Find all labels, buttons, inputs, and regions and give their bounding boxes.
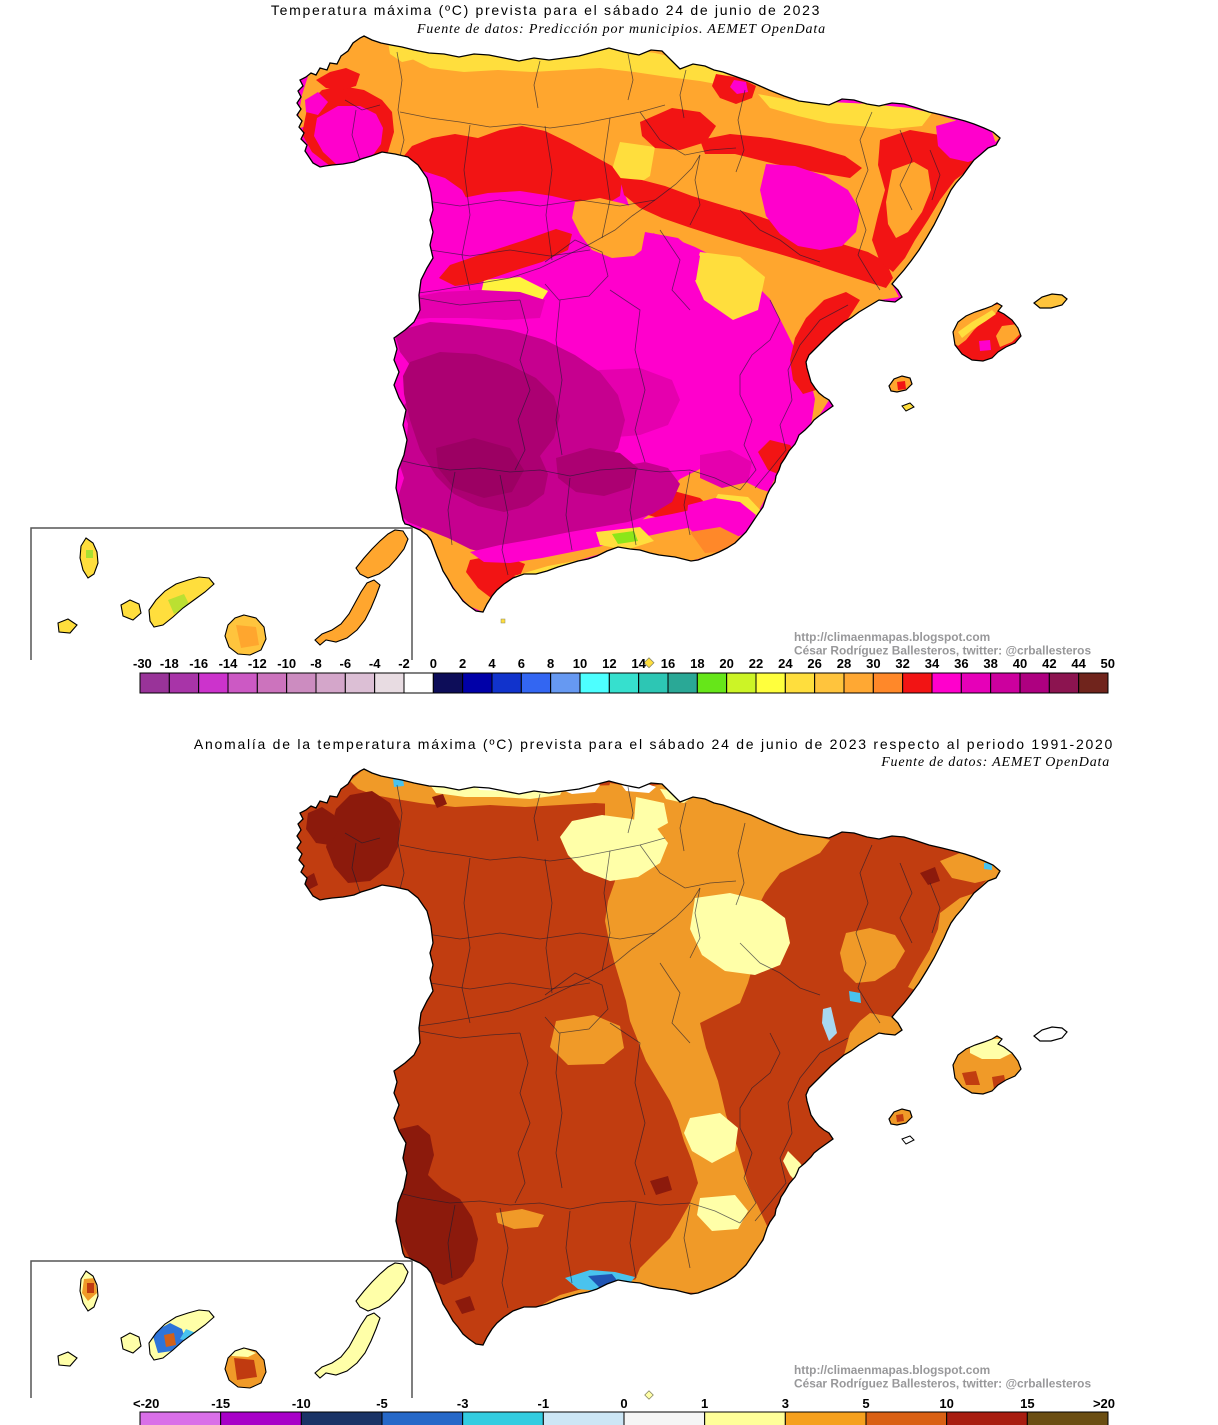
svg-text:-30: -30 bbox=[133, 656, 152, 671]
svg-text:Temperatura máxima (ºC) previs: Temperatura máxima (ºC) prevista para el… bbox=[271, 2, 821, 18]
svg-text:-12: -12 bbox=[248, 656, 267, 671]
svg-text:36: 36 bbox=[954, 656, 968, 671]
svg-text:>20: >20 bbox=[1093, 1396, 1115, 1411]
svg-text:<-20: <-20 bbox=[133, 1396, 159, 1411]
svg-text:Fuente de datos: Predicción po: Fuente de datos: Predicción por municipi… bbox=[416, 22, 826, 37]
svg-text:38: 38 bbox=[983, 656, 997, 671]
svg-text:-8: -8 bbox=[310, 656, 322, 671]
svg-text:40: 40 bbox=[1013, 656, 1027, 671]
svg-text:1: 1 bbox=[701, 1396, 708, 1411]
svg-text:50: 50 bbox=[1101, 656, 1115, 671]
svg-text:-4: -4 bbox=[369, 656, 381, 671]
svg-text:http://climaenmapas.blogspot.c: http://climaenmapas.blogspot.com bbox=[794, 630, 990, 644]
svg-text:-15: -15 bbox=[211, 1396, 230, 1411]
svg-text:15: 15 bbox=[1020, 1396, 1034, 1411]
svg-text:30: 30 bbox=[866, 656, 880, 671]
svg-text:0: 0 bbox=[430, 656, 437, 671]
svg-text:16: 16 bbox=[661, 656, 675, 671]
svg-text:-16: -16 bbox=[189, 656, 208, 671]
svg-text:6: 6 bbox=[518, 656, 525, 671]
svg-text:44: 44 bbox=[1071, 656, 1086, 671]
svg-text:-14: -14 bbox=[219, 656, 239, 671]
svg-text:20: 20 bbox=[719, 656, 733, 671]
svg-text:22: 22 bbox=[749, 656, 763, 671]
svg-text:-6: -6 bbox=[340, 656, 352, 671]
svg-text:10: 10 bbox=[939, 1396, 953, 1411]
svg-text:Fuente de datos: AEMET OpenDat: Fuente de datos: AEMET OpenData bbox=[880, 755, 1110, 770]
svg-text:César Rodríguez Ballesteros, t: César Rodríguez Ballesteros, twitter: @c… bbox=[794, 644, 1091, 658]
svg-text:-10: -10 bbox=[292, 1396, 311, 1411]
svg-text:42: 42 bbox=[1042, 656, 1056, 671]
svg-text:2: 2 bbox=[459, 656, 466, 671]
svg-text:18: 18 bbox=[690, 656, 704, 671]
svg-text:-10: -10 bbox=[277, 656, 296, 671]
svg-text:-2: -2 bbox=[398, 656, 410, 671]
svg-text:26: 26 bbox=[807, 656, 821, 671]
svg-text:César Rodríguez Ballesteros, t: César Rodríguez Ballesteros, twitter: @c… bbox=[794, 1377, 1091, 1391]
svg-text:0: 0 bbox=[620, 1396, 627, 1411]
svg-text:4: 4 bbox=[488, 656, 496, 671]
svg-text:3: 3 bbox=[782, 1396, 789, 1411]
svg-text:-18: -18 bbox=[160, 656, 179, 671]
svg-text:Anomalía de la temperatura máx: Anomalía de la temperatura máxima (ºC) p… bbox=[194, 736, 1114, 752]
svg-text:24: 24 bbox=[778, 656, 793, 671]
svg-text:http://climaenmapas.blogspot.c: http://climaenmapas.blogspot.com bbox=[794, 1363, 990, 1377]
svg-text:32: 32 bbox=[895, 656, 909, 671]
svg-text:5: 5 bbox=[862, 1396, 869, 1411]
svg-text:-1: -1 bbox=[538, 1396, 550, 1411]
svg-text:12: 12 bbox=[602, 656, 616, 671]
svg-text:28: 28 bbox=[837, 656, 851, 671]
svg-text:-5: -5 bbox=[376, 1396, 388, 1411]
svg-text:34: 34 bbox=[925, 656, 940, 671]
svg-text:-3: -3 bbox=[457, 1396, 469, 1411]
svg-text:8: 8 bbox=[547, 656, 554, 671]
svg-text:14: 14 bbox=[631, 656, 646, 671]
svg-text:10: 10 bbox=[573, 656, 587, 671]
